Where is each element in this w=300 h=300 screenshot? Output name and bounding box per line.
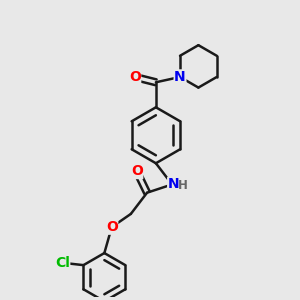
Text: N: N <box>168 177 179 191</box>
Text: H: H <box>178 179 188 192</box>
Text: O: O <box>131 164 143 178</box>
Text: Cl: Cl <box>55 256 70 270</box>
Text: N: N <box>174 70 186 84</box>
Text: O: O <box>106 220 118 234</box>
Text: O: O <box>129 70 141 84</box>
